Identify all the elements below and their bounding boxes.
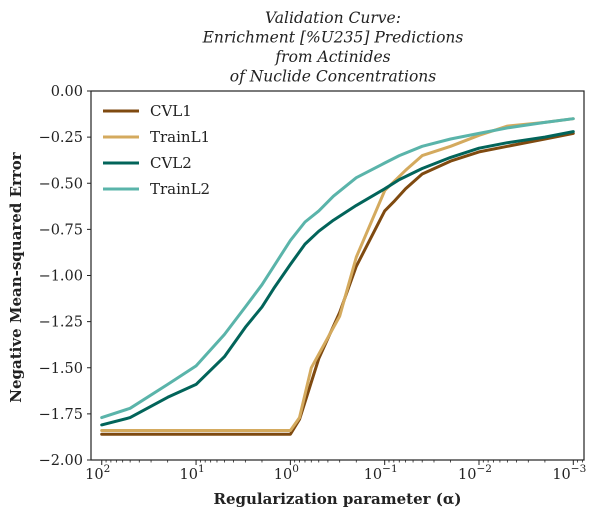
- x-tick-label-exponent: 1: [198, 463, 205, 475]
- y-tick-label: −1.00: [39, 269, 83, 285]
- x-tick-label-exponent: −3: [571, 463, 586, 475]
- y-tick-label: −2.00: [39, 453, 83, 469]
- x-tick-label-exponent: −2: [476, 463, 491, 475]
- series-line-cvl2: [100, 130, 575, 427]
- x-tick-label-base: 10: [364, 467, 382, 483]
- title-line-3: from Actinides: [274, 48, 390, 66]
- series-line-trainl1: [100, 117, 575, 432]
- y-tick-label: −0.25: [39, 130, 83, 146]
- legend-label-cvl1: CVL1: [150, 102, 192, 120]
- y-tick-label: −1.50: [39, 361, 83, 377]
- x-axis-label: Regularization parameter (α): [214, 490, 462, 508]
- title-line-2: Enrichment [%U235] Predictions: [202, 29, 464, 47]
- x-tick-label: 10−1: [364, 463, 398, 483]
- series-line-cvl1: [100, 131, 575, 436]
- y-tick-label: −0.75: [39, 222, 83, 238]
- x-tick-label: 101: [179, 463, 204, 483]
- y-axis-ticks: 0.00 −0.25 −0.50 −0.75 −1.00 −1.25 −1.50 −1.75 −…: [39, 84, 91, 469]
- x-tick-label-base: 10: [85, 467, 103, 483]
- x-tick-label-base: 10: [179, 467, 197, 483]
- x-tick-label: 10−2: [458, 463, 492, 483]
- x-tick-label: 10−3: [552, 463, 586, 483]
- y-tick-label: −1.75: [39, 407, 83, 423]
- x-tick-label-base: 10: [552, 467, 570, 483]
- x-tick-label: 100: [274, 463, 299, 483]
- x-tick-label-base: 10: [458, 467, 476, 483]
- x-axis-ticks: 102 101 100 10−1 10−2 10−3: [85, 460, 586, 483]
- chart-title: Validation Curve: Enrichment [%U235] Pred…: [202, 9, 464, 86]
- legend-label-cvl2: CVL2: [150, 154, 192, 172]
- x-tick-label-base: 10: [274, 467, 292, 483]
- x-tick-label-exponent: −1: [382, 463, 397, 475]
- y-tick-label: −1.25: [39, 315, 83, 331]
- y-tick-label: −0.50: [39, 176, 83, 192]
- legend-label-trainl1: TrainL1: [150, 128, 210, 146]
- chart-legend: CVL1 TrainL1 CVL2 TrainL2: [103, 102, 210, 198]
- x-tick-label: 102: [85, 463, 110, 483]
- y-axis-label: Negative Mean-squared Error: [7, 151, 25, 403]
- series-line-trainl2: [100, 117, 575, 420]
- title-line-1: Validation Curve:: [265, 9, 401, 27]
- x-tick-label-exponent: 0: [292, 463, 299, 475]
- x-tick-label-exponent: 2: [104, 463, 111, 475]
- legend-label-trainl2: TrainL2: [150, 180, 210, 198]
- series-lines: [100, 117, 575, 436]
- title-line-4: of Nuclide Concentrations: [230, 68, 437, 86]
- y-tick-label: 0.00: [51, 84, 83, 100]
